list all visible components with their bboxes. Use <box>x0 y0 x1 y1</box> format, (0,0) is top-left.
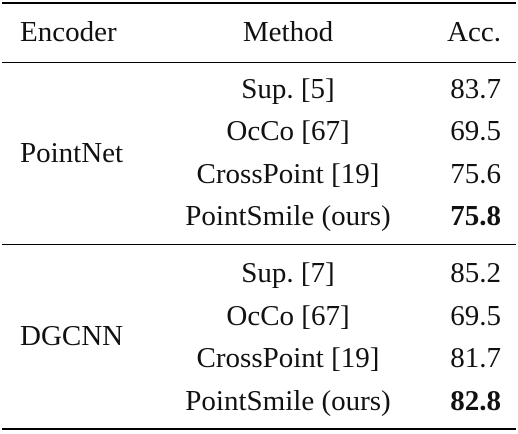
bottom-rule <box>2 428 516 430</box>
acc-cell-best: 82.8 <box>450 385 501 417</box>
acc-cell: 69.5 <box>450 300 501 332</box>
header-method: Method <box>242 16 334 48</box>
encoder-dgcnn: DGCNN <box>20 320 124 352</box>
method-cell: OcCo [67] <box>226 300 350 332</box>
acc-cell-best: 75.8 <box>450 200 501 232</box>
header-rule <box>2 62 516 63</box>
method-cell-ours: PointSmile (ours) <box>185 200 391 232</box>
header-encoder: Encoder <box>20 16 117 48</box>
acc-cell: 69.5 <box>450 115 501 147</box>
encoder-pointnet: PointNet <box>20 137 124 169</box>
top-rule <box>2 2 516 4</box>
acc-cell: 83.7 <box>450 73 501 105</box>
header-accuracy: Acc. <box>447 16 501 48</box>
acc-cell: 85.2 <box>450 257 501 289</box>
acc-cell: 75.6 <box>450 158 501 190</box>
method-cell: OcCo [67] <box>226 115 350 147</box>
method-cell: CrossPoint [19] <box>196 158 380 190</box>
acc-cell: 81.7 <box>450 342 501 374</box>
method-cell: Sup. [5] <box>241 73 335 105</box>
method-cell: Sup. [7] <box>241 257 335 289</box>
group-divider <box>2 244 516 245</box>
method-cell-ours: PointSmile (ours) <box>185 385 391 417</box>
method-cell: CrossPoint [19] <box>196 342 380 374</box>
